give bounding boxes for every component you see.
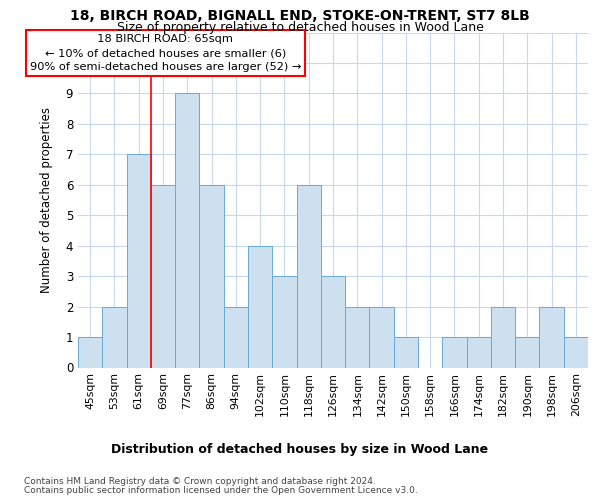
Bar (467, 337, 491, 368)
Bar (151, 185, 175, 368)
Bar (442, 337, 467, 368)
Bar (370, 306, 394, 368)
Bar (491, 306, 515, 368)
Bar (248, 246, 272, 368)
Y-axis label: Number of detached properties: Number of detached properties (40, 107, 53, 293)
Bar (175, 94, 199, 368)
Bar (564, 337, 588, 368)
Bar (394, 337, 418, 368)
Bar (224, 306, 248, 368)
Bar (199, 185, 224, 368)
Text: Contains public sector information licensed under the Open Government Licence v3: Contains public sector information licen… (24, 486, 418, 495)
Bar (515, 337, 539, 368)
Bar (539, 306, 564, 368)
Text: 18, BIRCH ROAD, BIGNALL END, STOKE-ON-TRENT, ST7 8LB: 18, BIRCH ROAD, BIGNALL END, STOKE-ON-TR… (70, 9, 530, 23)
Text: Distribution of detached houses by size in Wood Lane: Distribution of detached houses by size … (112, 442, 488, 456)
Bar (296, 185, 321, 368)
Bar (102, 306, 127, 368)
Bar (345, 306, 370, 368)
Bar (321, 276, 345, 368)
Text: 18 BIRCH ROAD: 65sqm  
← 10% of detached houses are smaller (6)
90% of semi-deta: 18 BIRCH ROAD: 65sqm ← 10% of detached h… (30, 34, 301, 72)
Bar (78, 337, 102, 368)
Text: Size of property relative to detached houses in Wood Lane: Size of property relative to detached ho… (116, 21, 484, 34)
Bar (272, 276, 296, 368)
Text: Contains HM Land Registry data © Crown copyright and database right 2024.: Contains HM Land Registry data © Crown c… (24, 478, 376, 486)
Bar (127, 154, 151, 368)
